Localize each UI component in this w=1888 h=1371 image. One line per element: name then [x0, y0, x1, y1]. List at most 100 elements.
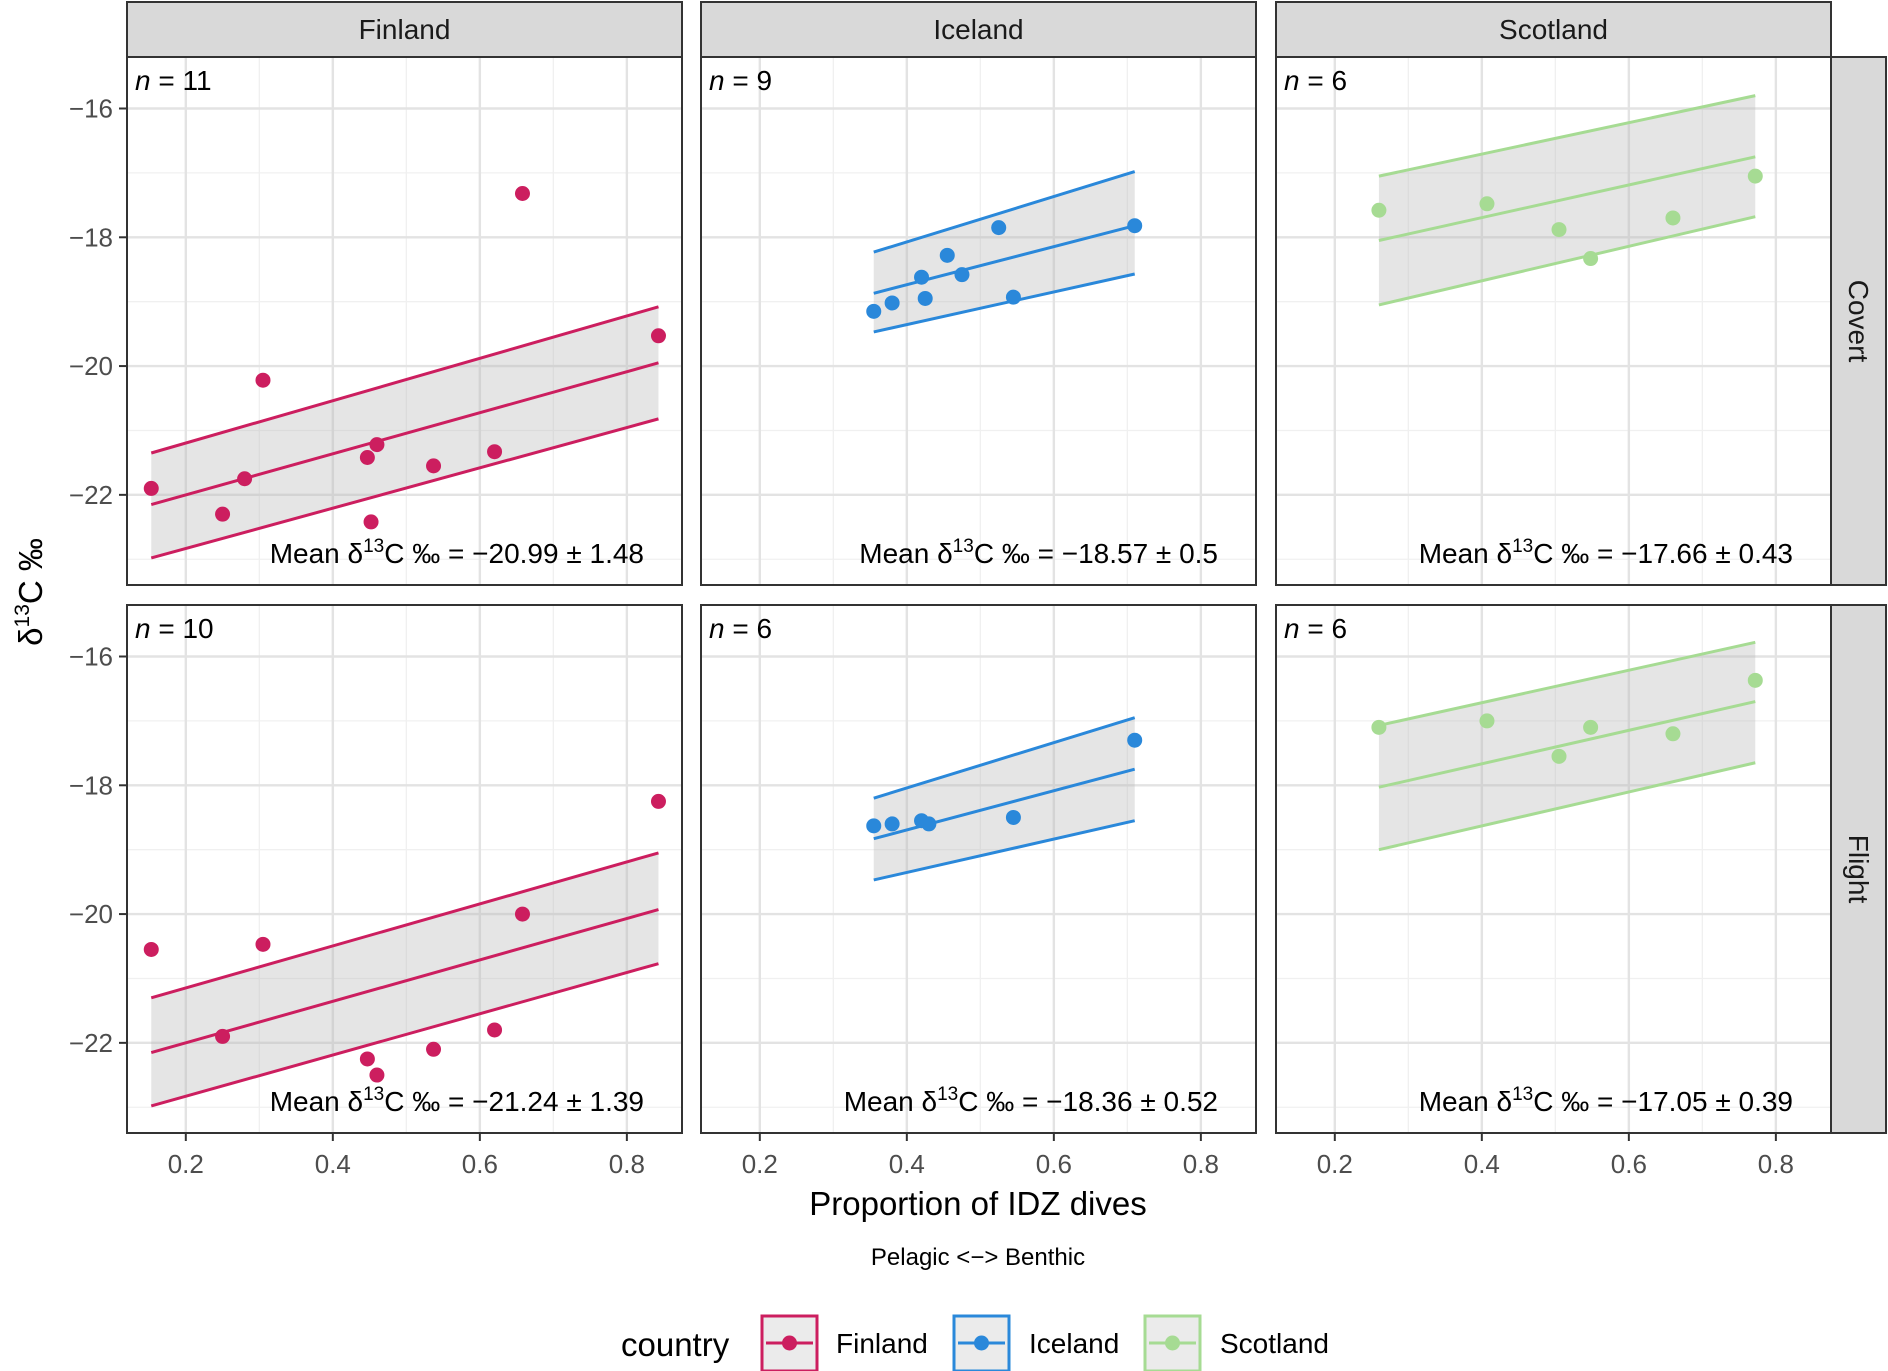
y-tick-label: −18: [69, 222, 113, 252]
legend: country Finland Iceland Scotland: [621, 1314, 1329, 1371]
strip-iceland: Iceland: [700, 1, 1257, 58]
y-axis-title-delta: δ: [12, 627, 49, 645]
strip-label: Iceland: [933, 14, 1023, 45]
panel-plot-area: [1276, 57, 1831, 585]
legend-label: Scotland: [1220, 1328, 1329, 1359]
strip-label: Finland: [359, 14, 451, 45]
ci-lower-line: [873, 819, 1136, 882]
x-axis-title: Proportion of IDZ dives: [809, 1185, 1146, 1222]
x-tick-label: 0.8: [1183, 1149, 1219, 1179]
ci-lower-line: [150, 417, 659, 560]
strip-finland: Finland: [126, 1, 683, 58]
n-label-symbol: n: [709, 613, 725, 644]
mean-label-sup: 13: [937, 1084, 958, 1105]
data-point: [884, 295, 900, 311]
n-label-value: = 10: [151, 613, 214, 644]
legend-title: country: [621, 1326, 730, 1363]
y-axis-title: δ13C ‰: [11, 538, 49, 646]
data-point: [369, 1067, 385, 1083]
data-point: [954, 267, 970, 283]
data-point: [650, 793, 666, 809]
panel-background: [127, 57, 682, 585]
data-point: [921, 816, 937, 832]
strip-scotland: Scotland: [1275, 1, 1832, 58]
strip-background: [1275, 1, 1832, 58]
data-point: [514, 186, 530, 202]
n-label: n = 6: [1284, 613, 1347, 644]
y-tick-label: −22: [69, 480, 113, 510]
y-tick-label: −18: [69, 770, 113, 800]
data-point: [1127, 218, 1143, 234]
legend-label: Finland: [836, 1328, 928, 1359]
n-label-value: = 6: [1300, 613, 1347, 644]
panel-plot-area: [701, 605, 1256, 1133]
mean-label-sup: 13: [1512, 536, 1533, 557]
data-point: [1005, 289, 1021, 305]
x-tick-label: 0.6: [1611, 1149, 1647, 1179]
x-tick-label: 0.2: [742, 1149, 778, 1179]
x-tick-label: 0.8: [609, 1149, 645, 1179]
data-point: [1005, 809, 1021, 825]
data-point: [991, 220, 1007, 236]
x-tick-label: 0.2: [1317, 1149, 1353, 1179]
strip-background: [1830, 604, 1887, 1134]
n-label-symbol: n: [1284, 613, 1300, 644]
x-axis: 0.2 0.4 0.6 0.8 0.2 0.4 0.6 0.8 0.2 0.4 0.6 0.8: [168, 1133, 1794, 1179]
x-axis-caption: Pelagic <−> Benthic: [871, 1244, 1085, 1271]
mean-label-post: C ‰ = −17.05 ± 0.39: [1533, 1086, 1793, 1117]
y-axis-title-rest: C ‰: [12, 538, 49, 604]
ci-lower-line: [873, 272, 1136, 334]
data-point: [143, 941, 159, 957]
panel-scotland-covert: n = 6 Mean δ13C ‰ = −17.66 ± 0.43: [1275, 56, 1832, 586]
y-tick-label: −16: [69, 94, 113, 124]
x-tick-label: 0.4: [889, 1149, 925, 1179]
x-tick-label: 0.4: [315, 1149, 351, 1179]
panel-border: [700, 604, 1257, 1134]
x-tick-label: 0.6: [462, 1149, 498, 1179]
n-label: n = 10: [135, 613, 214, 644]
ci-upper-line: [150, 305, 659, 455]
strip-covert: Covert: [1830, 56, 1887, 586]
n-label-symbol: n: [135, 613, 151, 644]
n-label-value: = 6: [725, 613, 772, 644]
mean-label-pre: Mean δ: [270, 1086, 363, 1117]
data-point: [487, 1022, 503, 1038]
legend-label: Iceland: [1029, 1328, 1119, 1359]
n-label-symbol: n: [1284, 65, 1300, 96]
fit-line: [150, 361, 659, 506]
panel-iceland-covert: n = 9 Mean δ13C ‰ = −18.57 ± 0.5: [700, 56, 1257, 586]
mean-label-pre: Mean δ: [844, 1086, 937, 1117]
panel-plot-area: [127, 57, 682, 585]
legend-key-point: [974, 1335, 989, 1351]
mean-label-sup: 13: [363, 536, 384, 557]
panel-finland-flight: n = 10 Mean δ13C ‰ = −21.24 ± 1.39: [126, 604, 683, 1134]
panel-plot-area: [127, 605, 682, 1133]
strip-label: Scotland: [1499, 14, 1608, 45]
data-point: [1583, 719, 1599, 735]
panel-plot-area: [1276, 605, 1831, 1133]
data-point: [1551, 748, 1567, 764]
x-tick-label: 0.6: [1036, 1149, 1072, 1179]
x-tick-label: 0.8: [1758, 1149, 1794, 1179]
data-point: [866, 818, 882, 834]
strip-background: [126, 1, 683, 58]
data-point: [939, 247, 955, 263]
n-label: n = 9: [709, 65, 772, 96]
panel-background: [1276, 57, 1831, 585]
data-point: [1371, 202, 1387, 218]
strip-label: Flight: [1843, 835, 1874, 904]
y-tick-label: −20: [69, 351, 113, 381]
mean-label-pre: Mean δ: [1419, 538, 1512, 569]
mean-label-pre: Mean δ: [270, 538, 363, 569]
legend-entry-scotland: Scotland: [1143, 1314, 1329, 1371]
fit-line: [873, 767, 1136, 841]
panel-iceland-flight: n = 6 Mean δ13C ‰ = −18.36 ± 0.52: [700, 604, 1257, 1134]
mean-label: Mean δ13C ‰ = −18.57 ± 0.5: [859, 536, 1218, 569]
facet-strips: Finland Iceland Scotland Covert Flight: [126, 1, 1887, 1134]
panel-border: [126, 604, 683, 1134]
confidence-band: [151, 852, 659, 1106]
strip-label: Covert: [1843, 280, 1874, 363]
strip-background: [700, 1, 1257, 58]
mean-label-post: C ‰ = −17.66 ± 0.43: [1533, 538, 1793, 569]
